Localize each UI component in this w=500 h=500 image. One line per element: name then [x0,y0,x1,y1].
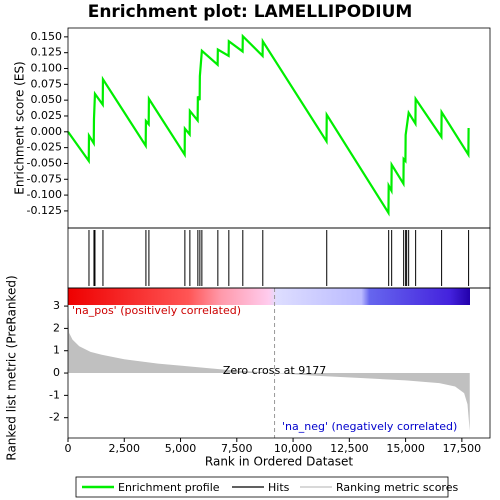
legend-label: Hits [268,481,290,494]
y-axis-label: Enrichment score (ES) [13,61,27,194]
x-axis-label: Rank in Ordered Dataset [205,455,353,469]
metric-axis-label: Ranked list metric (PreRanked) [5,275,19,460]
y-tick-label: 0.025 [31,109,63,122]
y-tick-label: 0.150 [31,30,63,43]
annotation: Zero cross at 9177 [223,364,326,377]
enrichment-line [67,33,470,217]
panel-frame [67,287,491,439]
y-tick-label: -2 [49,411,60,424]
y-tick-label: -0.075 [27,172,62,185]
y-tick-label: 0.075 [31,77,63,90]
x-tick-label: 10,000 [274,442,313,455]
annotation: 'na_neg' (negatively correlated) [282,420,457,433]
y-tick-label: -0.100 [27,188,62,201]
annotation: 'na_pos' (positively correlated) [72,304,241,317]
legend-label: Enrichment profile [118,481,220,494]
x-tick-label: 17,500 [443,442,482,455]
metric-area [68,306,470,432]
x-tick-label: 15,000 [386,442,425,455]
x-tick-label: 12,500 [330,442,369,455]
y-tick-label: 0.100 [31,62,63,75]
y-tick-label: 2 [53,321,60,334]
y-tick-label: 3 [53,299,60,312]
y-tick-label: -0.025 [27,141,62,154]
panel-frame [67,227,491,289]
color-band [68,288,470,305]
y-tick-label: 0.050 [31,93,63,106]
y-tick-label: -0.125 [27,204,62,217]
x-tick-label: 5,000 [165,442,197,455]
x-tick-label: 2,500 [109,442,141,455]
y-tick-label: 0 [53,366,60,379]
y-tick-label: -0.050 [27,156,62,169]
y-tick-label: 0.125 [31,46,63,59]
legend-label: Ranking metric scores [336,481,458,494]
y-tick-label: 0.000 [31,125,63,138]
y-tick-label: -1 [49,388,60,401]
x-tick-label: 0 [65,442,72,455]
y-tick-label: 1 [53,344,60,357]
chart-title: Enrichment plot: LAMELLIPODIUM [88,2,413,22]
x-tick-label: 7,500 [221,442,253,455]
panel-frame [67,27,491,229]
